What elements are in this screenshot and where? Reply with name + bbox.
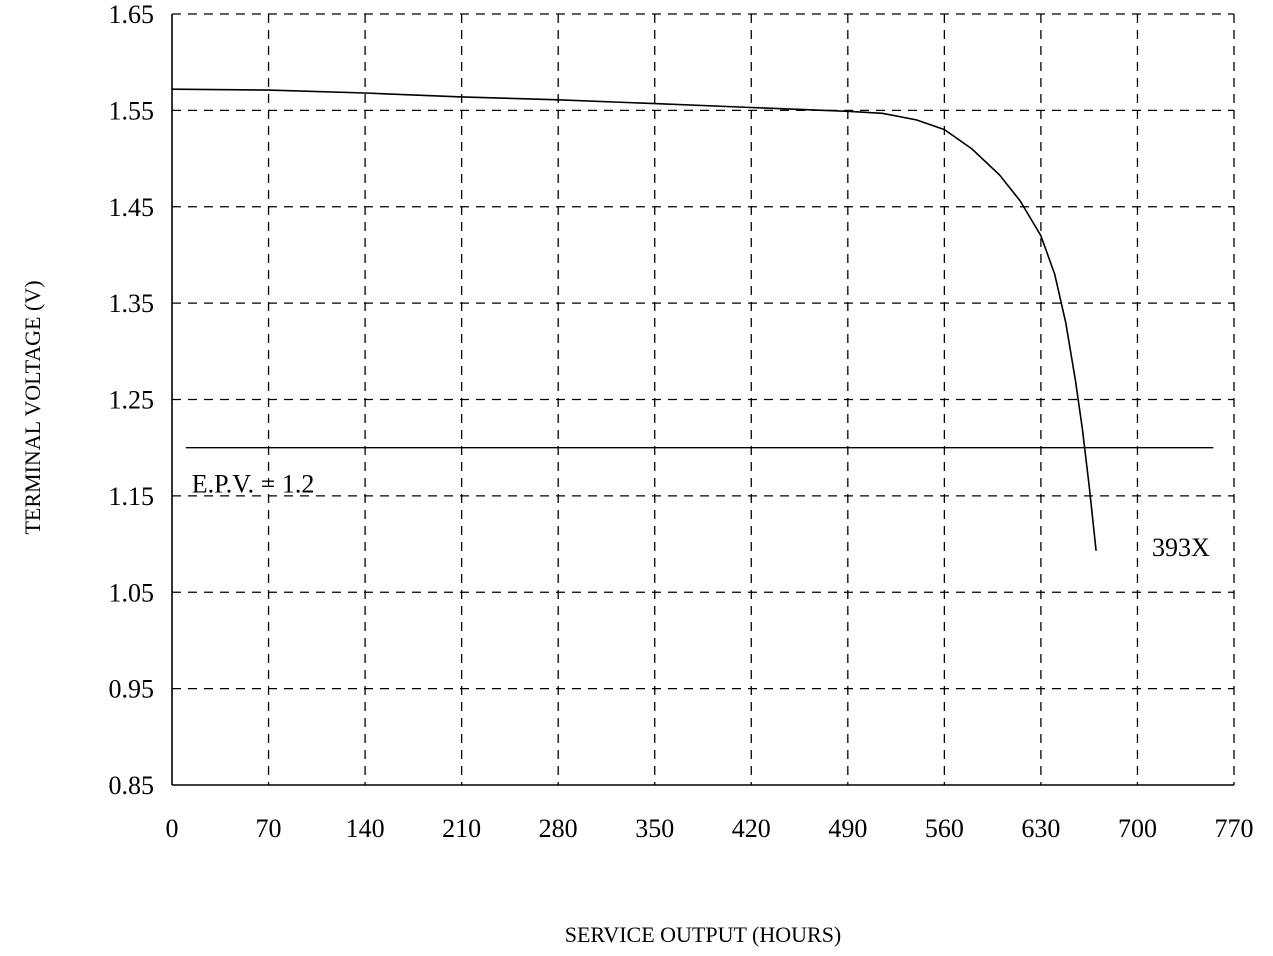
x-tick-label-490: 490	[828, 814, 867, 843]
x-tick-label-210: 210	[442, 814, 481, 843]
y-tick-labels: 0.85 0.95 1.05 1.15 1.25 1.35 1.45 1.55 1.65	[109, 0, 155, 800]
x-tick-label-560: 560	[925, 814, 964, 843]
x-tick-label-280: 280	[539, 814, 578, 843]
y-tick-label-0.95: 0.95	[109, 675, 155, 704]
y-tick-label-1.55: 1.55	[109, 96, 155, 125]
y-axis-title: TERMINAL VOLTAGE (V)	[20, 280, 45, 534]
x-tick-label-770: 770	[1215, 814, 1254, 843]
grid	[172, 13, 1235, 785]
x-tick-label-630: 630	[1021, 814, 1060, 843]
y-tick-label-1.65: 1.65	[109, 0, 155, 29]
y-tick-label-1.45: 1.45	[109, 193, 155, 222]
y-tick-label-1.35: 1.35	[109, 289, 155, 318]
x-tick-label-70: 70	[256, 814, 282, 843]
epv-reference-label: E.P.V. = 1.2	[192, 470, 315, 499]
y-tick-label-1.25: 1.25	[109, 386, 155, 415]
y-tick-label-0.85: 0.85	[109, 771, 155, 800]
series-label-393x: 393X	[1152, 533, 1210, 562]
x-axis-title: SERVICE OUTPUT (HOURS)	[565, 922, 842, 947]
x-tick-labels: 0 70 140 210 280 350 420 490 560 630 700 770	[166, 814, 1254, 843]
y-tick-label-1.15: 1.15	[109, 482, 155, 511]
series-line-393x	[171, 88, 1097, 551]
x-tick-label-350: 350	[635, 814, 674, 843]
x-tick-label-700: 700	[1118, 814, 1157, 843]
y-tick-label-1.05: 1.05	[109, 578, 155, 607]
x-tick-label-420: 420	[732, 814, 771, 843]
x-tick-label-0: 0	[166, 814, 179, 843]
x-tick-label-140: 140	[346, 814, 385, 843]
